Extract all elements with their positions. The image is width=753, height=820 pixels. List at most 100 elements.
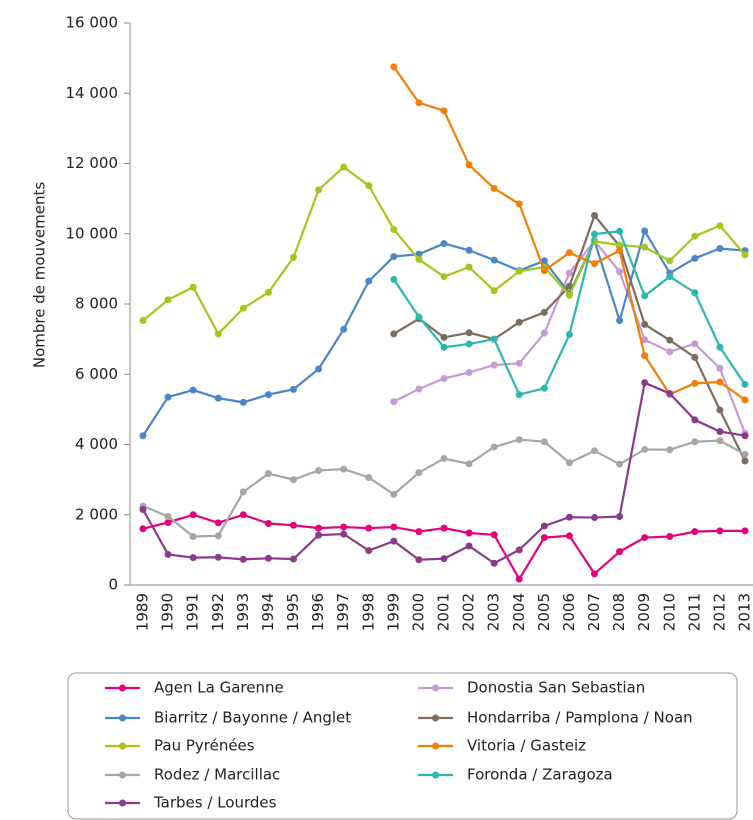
x-tick-label: 1993 (234, 593, 252, 631)
data-point (540, 267, 548, 275)
data-point (515, 200, 523, 208)
data-point (691, 379, 699, 387)
data-point (214, 553, 222, 561)
x-tick-label: 1996 (309, 593, 327, 631)
legend-marker (119, 771, 126, 779)
data-point (641, 379, 649, 387)
data-point (139, 505, 147, 513)
data-point (515, 546, 523, 554)
data-point (465, 340, 473, 348)
data-point (565, 249, 573, 257)
data-point (214, 394, 222, 402)
data-point (565, 269, 573, 277)
legend-marker (432, 714, 439, 722)
data-point (565, 459, 573, 467)
data-point (565, 513, 573, 521)
series-line (142, 165, 746, 336)
data-point (390, 490, 398, 498)
y-tick-label: 4 000 (75, 435, 118, 453)
data-point (164, 393, 172, 401)
data-point (415, 313, 423, 321)
data-point (641, 534, 649, 542)
data-point (465, 460, 473, 468)
data-point (741, 527, 749, 535)
data-point (716, 437, 724, 445)
data-point (239, 304, 247, 312)
data-point (264, 554, 272, 562)
x-tick-label: 2009 (635, 593, 653, 631)
data-point (139, 432, 147, 440)
data-point (390, 523, 398, 531)
data-point (616, 227, 624, 235)
data-point (239, 555, 247, 563)
data-point (340, 530, 348, 538)
legend-marker (432, 742, 439, 750)
x-tick-label: 2004 (510, 593, 528, 631)
data-point (189, 386, 197, 394)
data-point (490, 287, 498, 295)
data-point (390, 226, 398, 234)
data-point (465, 246, 473, 254)
data-point (741, 457, 749, 465)
data-point (616, 460, 624, 468)
data-point (264, 391, 272, 399)
data-point (716, 364, 724, 372)
data-point (540, 257, 548, 265)
data-point (415, 528, 423, 536)
x-tick-label: 1997 (334, 593, 352, 631)
data-point (290, 385, 297, 393)
data-point (239, 398, 247, 406)
y-tick-label: 16 000 (66, 14, 119, 32)
data-point (616, 268, 624, 276)
data-point (565, 291, 573, 299)
data-point (591, 447, 598, 455)
data-point (641, 292, 649, 300)
x-tick-label: 2010 (660, 593, 678, 631)
data-point (515, 436, 523, 444)
legend-marker (119, 684, 126, 692)
data-point (641, 352, 649, 360)
legend-label: Foronda / Zaragoza (467, 766, 613, 784)
x-tick-label: 1992 (209, 593, 227, 631)
data-point (591, 230, 598, 238)
data-point (616, 241, 624, 249)
data-point (440, 555, 448, 563)
data-point (716, 378, 724, 386)
data-point (691, 254, 699, 262)
y-tick-label: 14 000 (66, 84, 119, 102)
data-point (365, 547, 373, 555)
data-point (340, 465, 348, 473)
data-point (515, 267, 523, 275)
data-point (465, 161, 473, 169)
data-point (440, 374, 448, 382)
data-point (164, 518, 172, 526)
data-point (315, 524, 323, 532)
legend-label: Rodez / Marcillac (154, 766, 280, 784)
data-point (490, 335, 498, 343)
data-point (440, 107, 448, 115)
data-point (490, 256, 498, 264)
data-point (540, 438, 548, 446)
legend-marker (119, 742, 126, 750)
data-point (666, 390, 674, 398)
data-point (290, 555, 297, 563)
data-point (214, 519, 222, 527)
data-point (415, 99, 423, 107)
data-point (440, 455, 448, 463)
data-point (264, 288, 272, 296)
data-point (365, 277, 373, 285)
data-point (666, 533, 674, 541)
x-tick-label: 1995 (284, 593, 302, 631)
data-point (540, 329, 548, 337)
data-point (390, 63, 398, 71)
y-tick-label: 10 000 (66, 224, 119, 242)
data-point (691, 528, 699, 536)
y-tick-label: 8 000 (75, 295, 118, 313)
x-tick-label: 2013 (736, 593, 753, 631)
data-point (616, 317, 624, 325)
x-tick-label: 2011 (685, 593, 703, 631)
legend-label: Donostia San Sebastian (467, 679, 645, 697)
x-tick-label: 2000 (409, 593, 427, 631)
data-point (741, 432, 749, 440)
data-point (239, 488, 247, 496)
